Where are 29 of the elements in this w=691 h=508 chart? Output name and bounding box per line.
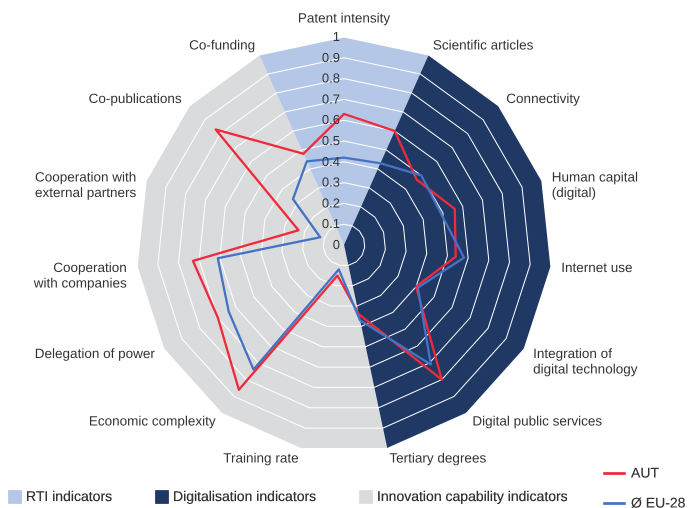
spoke-label: Economic complexity — [88, 414, 216, 429]
spoke-label: Training rate — [223, 450, 299, 466]
spoke-label: Human capital (digital) — [552, 170, 638, 200]
spoke-label: Digital public services — [472, 414, 602, 429]
spoke-label: Cooperation with external partners — [34, 170, 137, 200]
legend-label: AUT — [631, 464, 660, 480]
spoke-label: Scientific articles — [432, 37, 534, 52]
y-tick-label: 0.9 — [322, 50, 340, 65]
y-tick-label: 0.1 — [322, 216, 340, 232]
spoke-label: Cooperation with companies — [32, 260, 128, 290]
legend-label: Ø EU-28 — [631, 494, 686, 508]
spoke-label: Co-funding — [189, 37, 256, 52]
y-tick-label: 0.8 — [322, 70, 340, 86]
spoke-label: Internet use — [561, 260, 632, 275]
legend-label: Innovation capability indicators — [377, 488, 568, 504]
spoke-label: Co-publications — [88, 90, 182, 106]
y-tick-label: 0.5 — [322, 133, 340, 148]
legend-label: RTI indicators — [26, 488, 112, 504]
spoke-label: Tertiary degrees — [389, 450, 486, 466]
legend-label: Digitalisation indicators — [173, 488, 316, 504]
y-tick-label: 0.2 — [322, 195, 340, 210]
y-tick-label: 0 — [332, 237, 340, 252]
y-tick-label: 0.7 — [322, 91, 340, 106]
y-tick-label: 1 — [332, 29, 340, 44]
spoke-label: Connectivity — [506, 90, 580, 106]
spoke-label: Patent intensity — [298, 10, 390, 26]
spoke-label: Delegation of power — [34, 346, 156, 362]
spoke-label: Integration of digital technology — [533, 346, 638, 377]
y-tick-label: 0.3 — [322, 174, 340, 190]
